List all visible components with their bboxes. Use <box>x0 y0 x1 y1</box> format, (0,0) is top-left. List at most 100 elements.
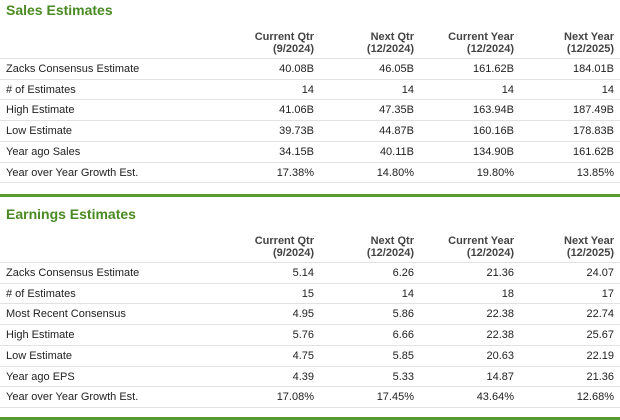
row-divider <box>0 282 620 284</box>
cell-value: 134.90B <box>473 145 514 158</box>
cell-value: 21.36 <box>586 370 614 383</box>
row-divider <box>0 99 620 101</box>
row-divider <box>0 182 620 184</box>
cell-value: 14 <box>401 287 414 300</box>
column-header: (9/2024) <box>273 43 314 55</box>
row-label: Low Estimate <box>6 125 73 138</box>
row-label: Year ago Sales <box>6 145 81 158</box>
column-header: Current Qtr <box>254 31 314 43</box>
column-header: (12/2025) <box>566 43 614 55</box>
row-label: Most Recent Consensus <box>6 308 126 321</box>
section-divider <box>0 417 620 420</box>
column-header: Next Year <box>564 31 614 43</box>
column-header: Next Year <box>564 235 614 247</box>
cell-value: 25.67 <box>586 329 614 342</box>
cell-value: 18 <box>501 287 514 300</box>
column-header: (9/2024) <box>273 247 314 259</box>
row-divider <box>0 344 620 346</box>
cell-value: 40.08B <box>279 63 314 75</box>
row-label: Zacks Consensus Estimate <box>6 267 140 279</box>
row-label: High Estimate <box>6 104 75 117</box>
cell-value: 39.73B <box>279 125 314 138</box>
row-label: Year ago EPS <box>6 370 75 383</box>
cell-value: 22.38 <box>486 308 514 321</box>
cell-value: 17.08% <box>276 391 314 404</box>
row-divider <box>0 161 620 163</box>
cell-value: 22.74 <box>586 308 614 321</box>
cell-value: 46.05B <box>379 63 414 75</box>
row-divider <box>0 365 620 367</box>
row-divider <box>0 324 620 326</box>
row-divider <box>0 58 620 59</box>
cell-value: 17.45% <box>376 391 414 404</box>
cell-value: 5.33 <box>392 370 414 383</box>
cell-value: 161.62B <box>573 145 614 158</box>
cell-value: 4.95 <box>292 308 314 321</box>
cell-value: 6.66 <box>392 329 414 342</box>
cell-value: 187.49B <box>573 104 614 117</box>
row-label: Low Estimate <box>6 349 73 362</box>
cell-value: 5.86 <box>392 308 414 321</box>
cell-value: 12.68% <box>576 391 614 404</box>
cell-value: 21.36 <box>486 267 514 279</box>
cell-value: 20.63 <box>486 349 514 362</box>
column-header: Current Year <box>448 235 514 247</box>
row-divider <box>0 78 620 80</box>
column-header: Next Qtr <box>370 31 414 43</box>
row-divider <box>0 406 620 408</box>
cell-value: 40.11B <box>379 145 414 158</box>
cell-value: 14.87 <box>486 370 514 383</box>
row-label: High Estimate <box>6 329 75 342</box>
column-header: Current Year <box>448 31 514 43</box>
cell-value: 178.83B <box>573 125 614 138</box>
column-header: (12/2025) <box>566 247 614 259</box>
cell-value: 160.16B <box>473 125 514 138</box>
cell-value: 13.85% <box>576 166 614 179</box>
column-header: (12/2024) <box>366 247 414 259</box>
cell-value: 184.01B <box>573 63 614 75</box>
row-label: Year over Year Growth Est. <box>6 166 139 179</box>
cell-value: 22.19 <box>586 349 614 362</box>
cell-value: 19.80% <box>476 166 514 179</box>
cell-value: 5.14 <box>292 267 314 279</box>
cell-value: 4.39 <box>292 370 314 383</box>
row-label: # of Estimates <box>6 83 76 96</box>
column-header: Current Qtr <box>254 235 314 247</box>
row-label: # of Estimates <box>6 287 76 300</box>
cell-value: 24.07 <box>586 267 614 279</box>
cell-value: 14 <box>501 83 514 96</box>
column-header: (12/2024) <box>466 247 514 259</box>
row-divider <box>0 303 620 305</box>
row-divider <box>0 386 620 388</box>
cell-value: 14 <box>301 83 314 96</box>
cell-value: 14 <box>401 83 414 96</box>
cell-value: 6.26 <box>392 267 414 279</box>
cell-value: 34.15B <box>279 145 314 158</box>
section-title: Earnings Estimates <box>6 206 136 222</box>
cell-value: 17 <box>601 287 614 300</box>
cell-value: 14.80% <box>376 166 414 179</box>
cell-value: 5.76 <box>292 329 314 342</box>
column-header: (12/2024) <box>366 43 414 55</box>
cell-value: 47.35B <box>379 104 414 117</box>
row-divider <box>0 120 620 122</box>
column-header: (12/2024) <box>466 43 514 55</box>
column-header: Next Qtr <box>370 235 414 247</box>
cell-value: 161.62B <box>473 63 514 75</box>
cell-value: 43.64% <box>476 391 514 404</box>
cell-value: 41.06B <box>279 104 314 117</box>
cell-value: 15 <box>301 287 314 300</box>
cell-value: 163.94B <box>473 104 514 117</box>
row-divider <box>0 140 620 142</box>
cell-value: 5.85 <box>392 349 414 362</box>
row-label: Zacks Consensus Estimate <box>6 63 140 75</box>
row-divider <box>0 262 620 263</box>
row-label: Year over Year Growth Est. <box>6 391 139 404</box>
section-divider <box>0 194 620 197</box>
cell-value: 14 <box>601 83 614 96</box>
cell-value: 44.87B <box>379 125 414 138</box>
cell-value: 17.38% <box>276 166 314 179</box>
cell-value: 22.38 <box>486 329 514 342</box>
section-title: Sales Estimates <box>6 2 113 18</box>
